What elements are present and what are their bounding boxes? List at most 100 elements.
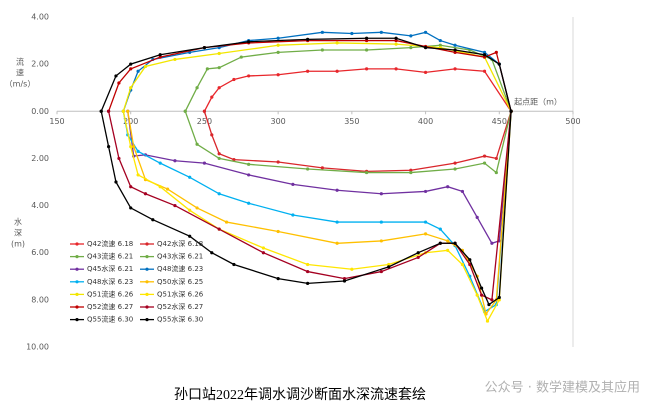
data-point xyxy=(320,166,324,170)
data-point xyxy=(379,220,383,224)
series-line xyxy=(107,39,512,112)
data-point xyxy=(446,248,450,252)
data-point xyxy=(409,46,413,50)
data-point xyxy=(129,145,133,149)
legend-marker xyxy=(145,292,149,296)
data-point xyxy=(306,37,310,41)
data-point xyxy=(453,50,457,54)
data-point xyxy=(117,81,121,85)
x-tick-label: 150 xyxy=(49,117,64,126)
data-point xyxy=(379,192,383,196)
x-tick-label: 500 xyxy=(565,117,580,126)
data-point xyxy=(306,69,310,73)
x-tick-label: 350 xyxy=(344,117,359,126)
data-point xyxy=(306,167,310,171)
watermark: 公众号 · 数学建模及其应用 xyxy=(485,380,640,396)
data-point xyxy=(114,180,118,184)
y-tick-label: 2.00 xyxy=(31,60,49,69)
data-point xyxy=(494,170,498,175)
data-point xyxy=(107,145,111,149)
legend-marker xyxy=(75,242,79,246)
data-point xyxy=(350,267,354,271)
data-point xyxy=(247,201,251,205)
data-point xyxy=(409,170,413,175)
data-point xyxy=(394,38,398,43)
data-point xyxy=(247,162,251,166)
data-point xyxy=(468,262,472,267)
data-point xyxy=(482,69,487,73)
data-point xyxy=(335,220,339,224)
data-point xyxy=(490,298,494,302)
data-point xyxy=(342,279,347,283)
data-point xyxy=(129,86,133,90)
data-point xyxy=(188,175,192,179)
data-point xyxy=(217,66,221,70)
data-point xyxy=(261,251,265,255)
data-point xyxy=(394,67,398,71)
series-line xyxy=(203,111,512,173)
y-tick-label: 4.00 xyxy=(31,201,49,210)
data-point xyxy=(121,109,125,113)
data-point xyxy=(129,67,133,71)
data-point xyxy=(210,251,214,255)
series-line xyxy=(127,111,512,245)
data-point xyxy=(482,53,487,57)
legend-label: Q43流速 6.21 xyxy=(87,252,133,261)
legend-label: Q55水深 6.30 xyxy=(157,315,203,324)
series-line xyxy=(100,111,512,306)
data-point xyxy=(217,156,221,161)
data-point xyxy=(165,187,170,191)
y-axis-label: 深 xyxy=(14,229,22,238)
x-tick-label: 400 xyxy=(418,117,433,126)
legend-marker xyxy=(75,292,79,296)
data-point xyxy=(158,55,162,59)
x-tick-label: 250 xyxy=(197,117,212,126)
legend-marker xyxy=(145,242,149,246)
data-point xyxy=(416,251,420,255)
y-axis-label: （m/s） xyxy=(5,80,36,89)
data-point xyxy=(453,241,457,245)
data-point xyxy=(107,109,111,113)
data-point xyxy=(306,269,310,274)
legend-marker xyxy=(75,280,79,284)
data-point xyxy=(210,95,214,99)
x-tick-label: 300 xyxy=(271,117,286,126)
data-point xyxy=(158,185,162,189)
data-point xyxy=(423,189,428,194)
chart-title: 孙口站2022年调水调沙断面水深流速套绘 xyxy=(174,387,426,403)
data-point xyxy=(183,109,187,113)
y-axis-label: (m) xyxy=(11,240,25,249)
data-point xyxy=(239,55,243,59)
data-point xyxy=(224,220,229,224)
data-point xyxy=(261,246,265,250)
data-point xyxy=(202,46,207,50)
data-point xyxy=(438,241,442,245)
data-point xyxy=(217,46,221,50)
data-point xyxy=(136,173,140,177)
data-point xyxy=(423,46,428,50)
x-axis-label: 起点距（m） xyxy=(514,98,562,107)
data-point xyxy=(217,227,221,231)
data-point xyxy=(173,203,177,208)
data-point xyxy=(247,40,251,44)
data-point xyxy=(247,173,251,177)
data-point xyxy=(276,277,280,281)
data-point xyxy=(132,145,136,149)
y-tick-label: 8.00 xyxy=(31,295,49,304)
series-line xyxy=(100,37,512,112)
data-point xyxy=(482,154,487,158)
data-point xyxy=(232,262,236,267)
y-tick-label: 6.00 xyxy=(31,248,49,257)
data-point xyxy=(276,36,280,40)
data-point xyxy=(306,281,310,285)
data-point xyxy=(394,42,398,46)
data-point xyxy=(365,38,369,43)
legend-label: Q50水深 6.25 xyxy=(157,277,203,286)
data-point xyxy=(195,206,199,210)
data-point xyxy=(129,185,133,189)
legend-marker xyxy=(75,267,79,271)
data-point xyxy=(188,208,192,212)
data-point xyxy=(453,167,457,171)
legend-label: Q51流速 6.26 xyxy=(87,289,134,298)
